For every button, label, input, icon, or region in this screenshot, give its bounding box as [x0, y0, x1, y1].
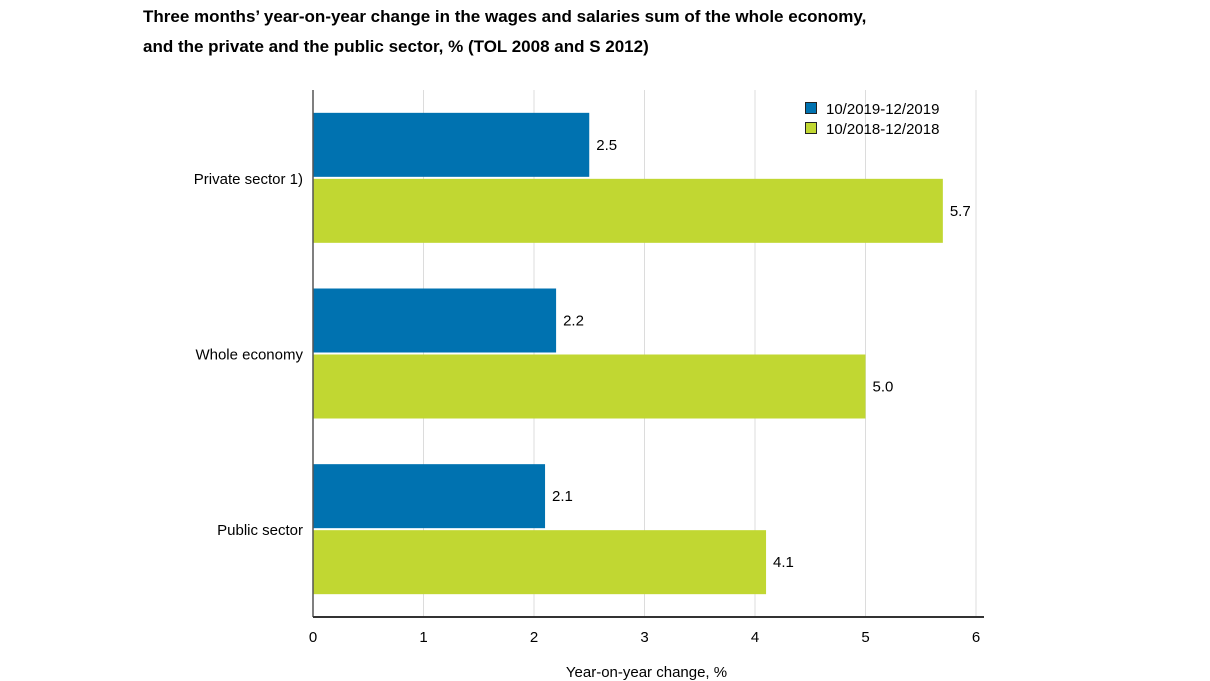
chart-title: Three months’ year-on-year change in the… [143, 2, 866, 62]
x-tick-label: 3 [640, 629, 648, 646]
x-tick-label: 0 [309, 629, 317, 646]
x-axis-label: Year-on-year change, % [566, 664, 727, 681]
chart-title-line-1: Three months’ year-on-year change in the… [143, 7, 867, 26]
data-label: 5.7 [950, 203, 971, 220]
x-tick-label: 2 [530, 629, 538, 646]
x-tick-label: 4 [751, 629, 759, 646]
legend-label: 10/2019-12/2019 [826, 101, 939, 118]
legend-swatch [805, 102, 817, 114]
bar-2019 [313, 112, 590, 177]
bar-2018 [313, 178, 943, 243]
chart-title-line-2: and the private and the public sector, %… [143, 37, 649, 56]
x-tick-label: 6 [972, 629, 980, 646]
bar-2019 [313, 288, 557, 353]
bar-2018 [313, 530, 767, 595]
bar-2018 [313, 354, 866, 419]
category-label: Whole economy [195, 347, 303, 364]
data-label: 2.2 [563, 313, 584, 330]
legend-label: 10/2018-12/2018 [826, 121, 939, 138]
category-label: Public sector [217, 522, 303, 539]
bar-2019 [313, 464, 546, 529]
x-tick-label: 5 [861, 629, 869, 646]
data-label: 4.1 [773, 554, 794, 571]
x-tick-label: 1 [419, 629, 427, 646]
data-label: 2.1 [552, 488, 573, 505]
legend-swatch [805, 122, 817, 134]
data-label: 2.5 [596, 137, 617, 154]
category-label: Private sector 1) [194, 171, 303, 188]
data-label: 5.0 [873, 379, 894, 396]
